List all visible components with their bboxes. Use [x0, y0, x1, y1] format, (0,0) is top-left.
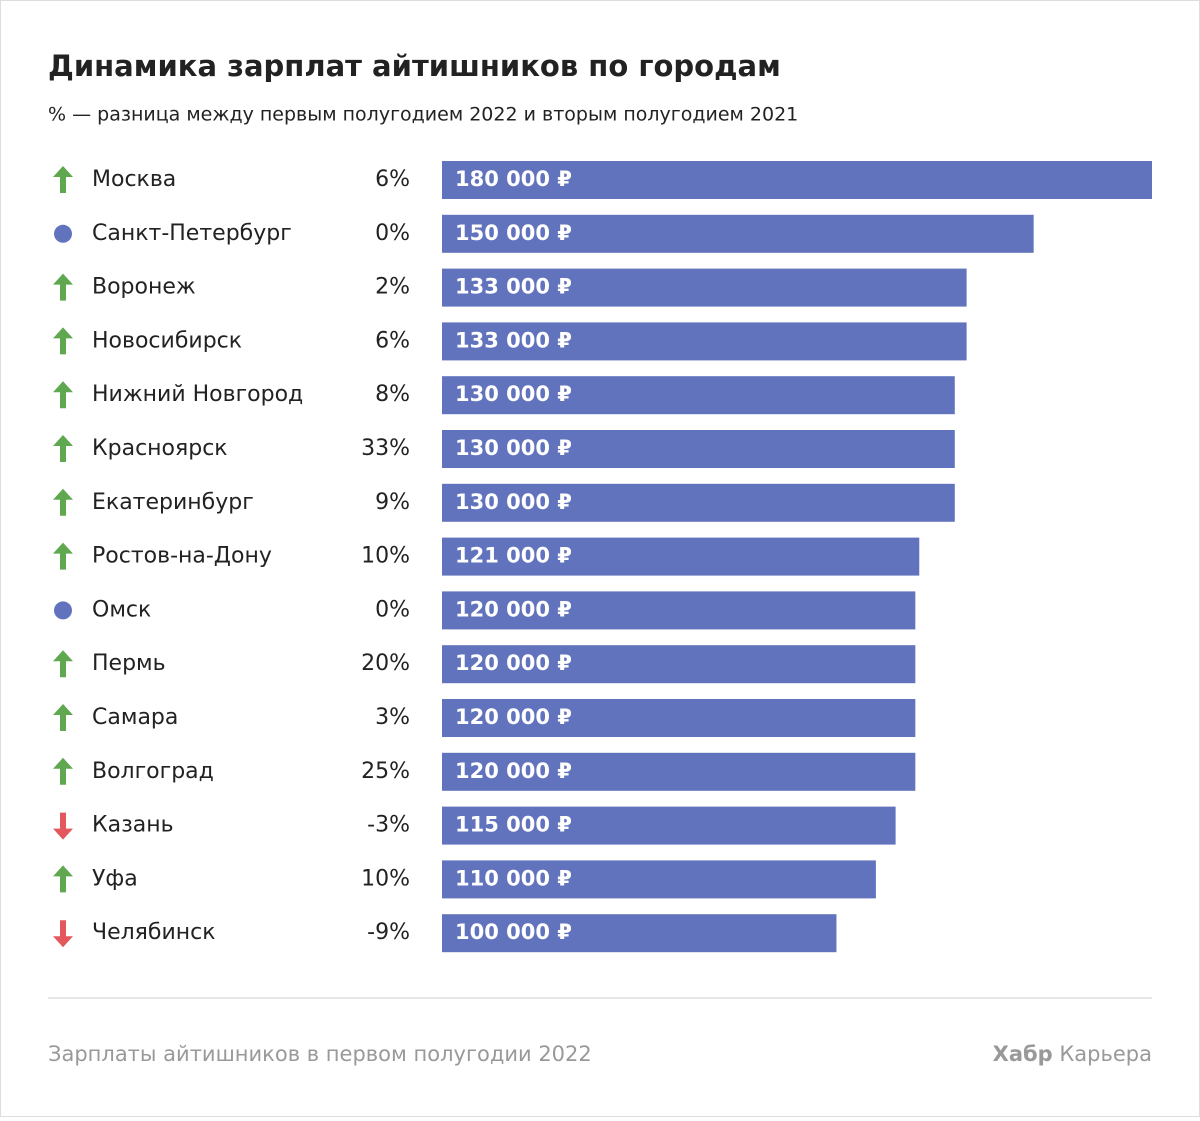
category-label: Красноярск: [92, 436, 228, 461]
category-label: Воронеж: [92, 275, 196, 300]
value-label: 150 000 ₽: [455, 221, 572, 245]
arrow-up: [53, 166, 73, 193]
value-label: 180 000 ₽: [455, 167, 572, 191]
dot: [54, 224, 72, 243]
bar: [442, 645, 916, 684]
bar: [442, 806, 896, 845]
change-label: 25%: [361, 759, 410, 784]
bar: [442, 214, 1034, 253]
arrow-up: [53, 542, 73, 570]
category-label: Уфа: [92, 866, 138, 891]
value-label: 120 000 ₽: [455, 597, 572, 621]
arrow-up: [53, 488, 73, 516]
arrow-down: [53, 920, 73, 948]
change-label: 9%: [375, 490, 410, 515]
value-label: 120 000 ₽: [455, 705, 572, 729]
value-label: 133 000 ₽: [455, 328, 572, 352]
value-label: 130 000 ₽: [455, 436, 572, 460]
chart-title: Динамика зарплат айтишников по городам: [48, 49, 781, 83]
bar: [442, 591, 916, 630]
arrow-up: [53, 865, 73, 893]
change-label: 3%: [375, 705, 410, 730]
category-label: Омск: [92, 597, 151, 622]
change-label: 10%: [361, 544, 410, 569]
value-label: 115 000 ₽: [455, 813, 572, 837]
category-label: Ростов-на-Дону: [92, 544, 272, 569]
bar: [442, 483, 955, 522]
bar: [442, 376, 955, 415]
change-label: 20%: [361, 651, 410, 676]
change-label: 6%: [375, 167, 410, 192]
arrow-up: [53, 757, 73, 785]
category-label: Екатеринбург: [92, 490, 254, 515]
value-label: 121 000 ₽: [455, 544, 572, 568]
change-label: -9%: [367, 920, 410, 945]
change-label: 10%: [361, 866, 410, 891]
category-label: Москва: [92, 167, 176, 192]
brand: Хабр: [993, 1042, 1053, 1066]
bar: [442, 430, 955, 468]
category-label: Нижний Новгород: [92, 382, 303, 407]
category-label: Пермь: [92, 651, 166, 676]
category-label: Новосибирск: [92, 328, 242, 353]
arrow-up: [53, 381, 73, 409]
arrow-up: [53, 435, 73, 462]
bar: [442, 699, 916, 737]
bar: [442, 860, 876, 899]
footer-brand: Хабр Карьера: [993, 1042, 1152, 1066]
footer-note: Зарплаты айтишников в первом полугодии 2…: [48, 1042, 592, 1066]
change-label: 0%: [375, 221, 410, 246]
change-label: 2%: [375, 275, 410, 300]
chart-subtitle: % — разница между первым полугодием 2022…: [48, 104, 798, 126]
value-label: 120 000 ₽: [455, 651, 572, 675]
category-label: Волгоград: [92, 759, 214, 784]
arrow-up: [53, 704, 73, 731]
category-label: Самара: [92, 705, 178, 730]
arrow-up: [53, 650, 73, 678]
arrow-up: [53, 273, 73, 301]
bar: [442, 914, 837, 953]
change-label: -3%: [367, 813, 410, 838]
value-label: 130 000 ₽: [455, 490, 572, 514]
bar: [442, 161, 1152, 199]
arrow-up: [53, 327, 73, 355]
change-label: 8%: [375, 382, 410, 407]
change-label: 0%: [375, 597, 410, 622]
change-label: 6%: [375, 328, 410, 353]
value-label: 130 000 ₽: [455, 382, 572, 406]
arrow-down: [53, 812, 73, 840]
value-label: 110 000 ₽: [455, 866, 572, 890]
brand-suffix: Карьера: [1059, 1042, 1152, 1066]
category-label: Санкт-Петербург: [92, 221, 292, 246]
bar: [442, 537, 920, 576]
value-label: 100 000 ₽: [455, 920, 572, 944]
category-label: Челябинск: [92, 920, 216, 945]
value-label: 133 000 ₽: [455, 275, 572, 299]
dot: [54, 601, 72, 620]
bar: [442, 322, 967, 361]
bar: [442, 752, 916, 791]
value-label: 120 000 ₽: [455, 759, 572, 783]
bar: [442, 268, 967, 307]
change-label: 33%: [361, 436, 410, 461]
category-label: Казань: [92, 813, 174, 838]
